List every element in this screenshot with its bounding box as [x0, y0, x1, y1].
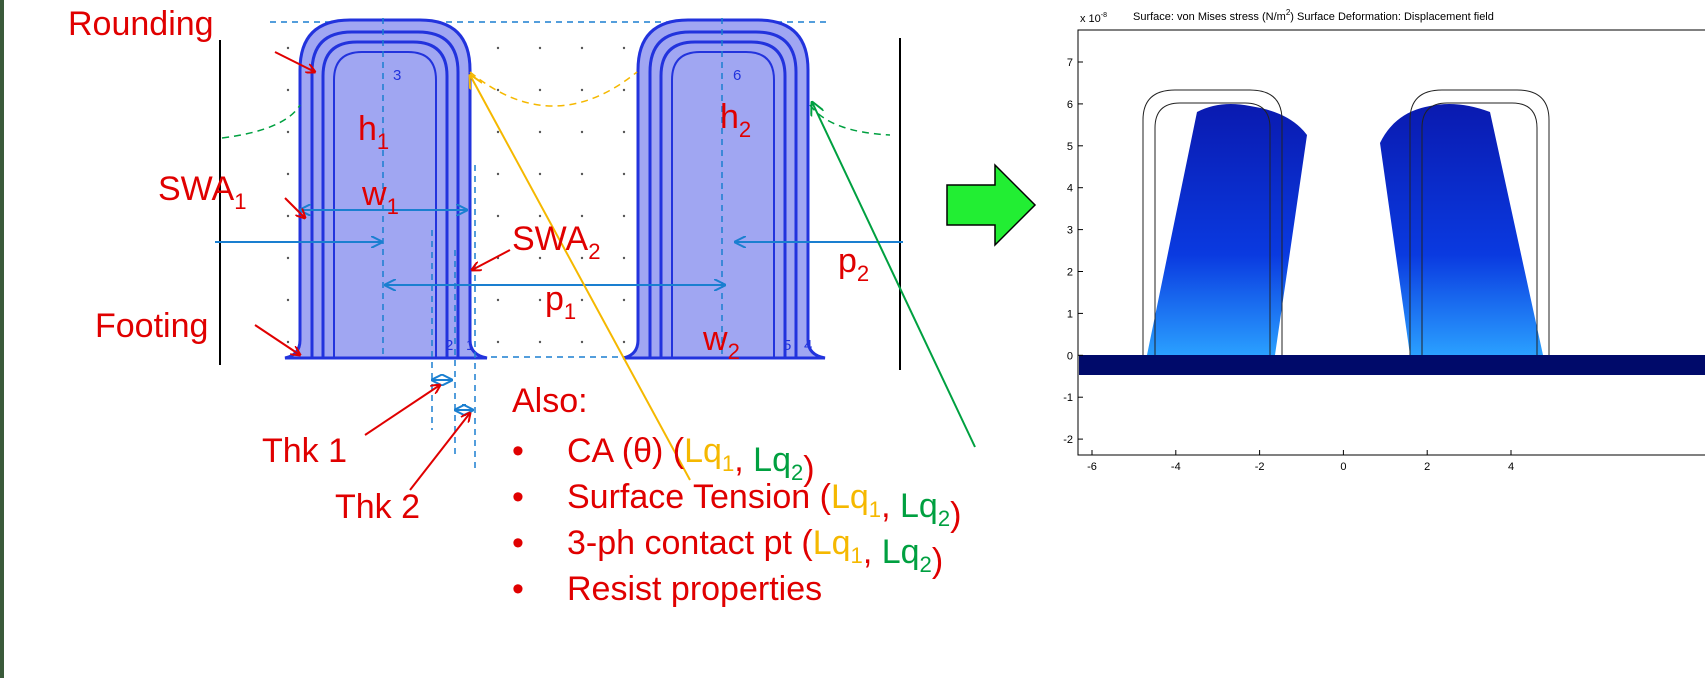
- text-base: w: [361, 175, 387, 213]
- subscript: 2: [938, 506, 950, 531]
- subscript: 1: [564, 299, 576, 324]
- y-tick-label: 6: [1067, 99, 1073, 111]
- y-tick-label: 4: [1067, 183, 1073, 195]
- subscript: 1: [377, 129, 389, 154]
- text-base: p: [545, 280, 564, 318]
- substrate: [1079, 355, 1705, 375]
- pointer: [812, 102, 975, 447]
- text: ,: [734, 441, 753, 479]
- subscript: 1: [851, 543, 863, 568]
- text: Resist properties: [567, 570, 822, 608]
- label: SWA1: [158, 170, 246, 214]
- left-border: [0, 0, 4, 678]
- y-tick-label: 0: [1067, 350, 1073, 362]
- subscript: 2: [857, 261, 869, 286]
- text: Surface: von Mises stress (N/m: [1133, 11, 1286, 23]
- label: Thk 2: [335, 488, 420, 526]
- subscript: 2: [728, 339, 740, 364]
- subscript: 1: [387, 194, 399, 219]
- bullet: •: [512, 478, 524, 516]
- text-base: SWA: [158, 170, 235, 208]
- text: 3-ph contact pt (: [567, 524, 813, 562]
- x-tick-label: -2: [1255, 461, 1265, 473]
- subscript: 1: [869, 497, 881, 522]
- y-tick-label: -1: [1063, 392, 1073, 404]
- also-title: Also:: [512, 382, 588, 420]
- label: Footing: [95, 307, 208, 345]
- text: ): [950, 496, 961, 534]
- bullet: •: [512, 524, 524, 562]
- feature-number: 2: [445, 337, 453, 354]
- bullet: •: [512, 432, 524, 470]
- text-base: Lq: [813, 524, 851, 562]
- label: SWA2: [512, 220, 600, 264]
- list-item: Resist properties: [567, 570, 822, 608]
- text: CA (θ) (: [567, 432, 685, 470]
- y-tick-label: 7: [1067, 57, 1073, 69]
- feature-number: 6: [733, 67, 741, 84]
- x-tick-label: -6: [1087, 461, 1097, 473]
- superscript: -8: [1101, 12, 1107, 19]
- x-tick-label: 0: [1340, 461, 1346, 473]
- subscript: 1: [722, 451, 734, 476]
- subscript: 2: [588, 239, 600, 264]
- subscript: 2: [739, 117, 751, 142]
- x-tick-label: -4: [1171, 461, 1181, 473]
- y-tick-label: 3: [1067, 225, 1073, 237]
- resist-feature: [623, 20, 825, 358]
- subscript: 1: [234, 189, 246, 214]
- text-base: Lq: [831, 478, 869, 516]
- text-base: h: [720, 98, 739, 136]
- text-base: p: [838, 242, 857, 280]
- feature-number: 4: [804, 337, 812, 354]
- y-tick-label: -2: [1063, 434, 1073, 446]
- y-tick-label: 1: [1067, 308, 1073, 320]
- text-base: h: [358, 110, 377, 148]
- slide: Rounding Footing Thk 1 Thk 2 Also: SWA1S…: [0, 0, 1705, 678]
- text: ) Surface Deformation: Displacement fiel…: [1290, 11, 1494, 23]
- x-tick-label: 2: [1424, 461, 1430, 473]
- text-base: Lq: [753, 441, 791, 479]
- text: ): [932, 542, 943, 580]
- feature-number: 5: [783, 337, 791, 354]
- plot-title: Surface: von Mises stress (N/m2) Surface…: [1133, 8, 1494, 23]
- label: Rounding: [68, 5, 214, 43]
- feature-number: 1: [466, 337, 474, 354]
- text-base: w: [702, 320, 728, 358]
- text: x 10: [1080, 13, 1101, 25]
- page: Rounding Footing Thk 1 Thk 2 Also: SWA1S…: [0, 0, 1705, 678]
- text-base: SWA: [512, 220, 589, 258]
- text: ,: [863, 533, 882, 571]
- y-tick-label: 5: [1067, 141, 1073, 153]
- text: ,: [881, 487, 900, 525]
- text-base: Lq: [900, 487, 938, 525]
- y-tick-label: 2: [1067, 267, 1073, 279]
- bullet: •: [512, 570, 524, 608]
- text: Surface Tension (: [567, 478, 832, 516]
- process-arrow: [947, 165, 1035, 245]
- label: p2: [838, 242, 869, 286]
- label: Thk 1: [262, 432, 347, 470]
- text-base: Lq: [882, 533, 920, 571]
- feature-number: 3: [393, 67, 401, 84]
- x-tick-label: 4: [1508, 461, 1514, 473]
- scale-label: x 10-8: [1080, 12, 1107, 25]
- subscript: 2: [920, 552, 932, 577]
- text-base: Lq: [684, 432, 722, 470]
